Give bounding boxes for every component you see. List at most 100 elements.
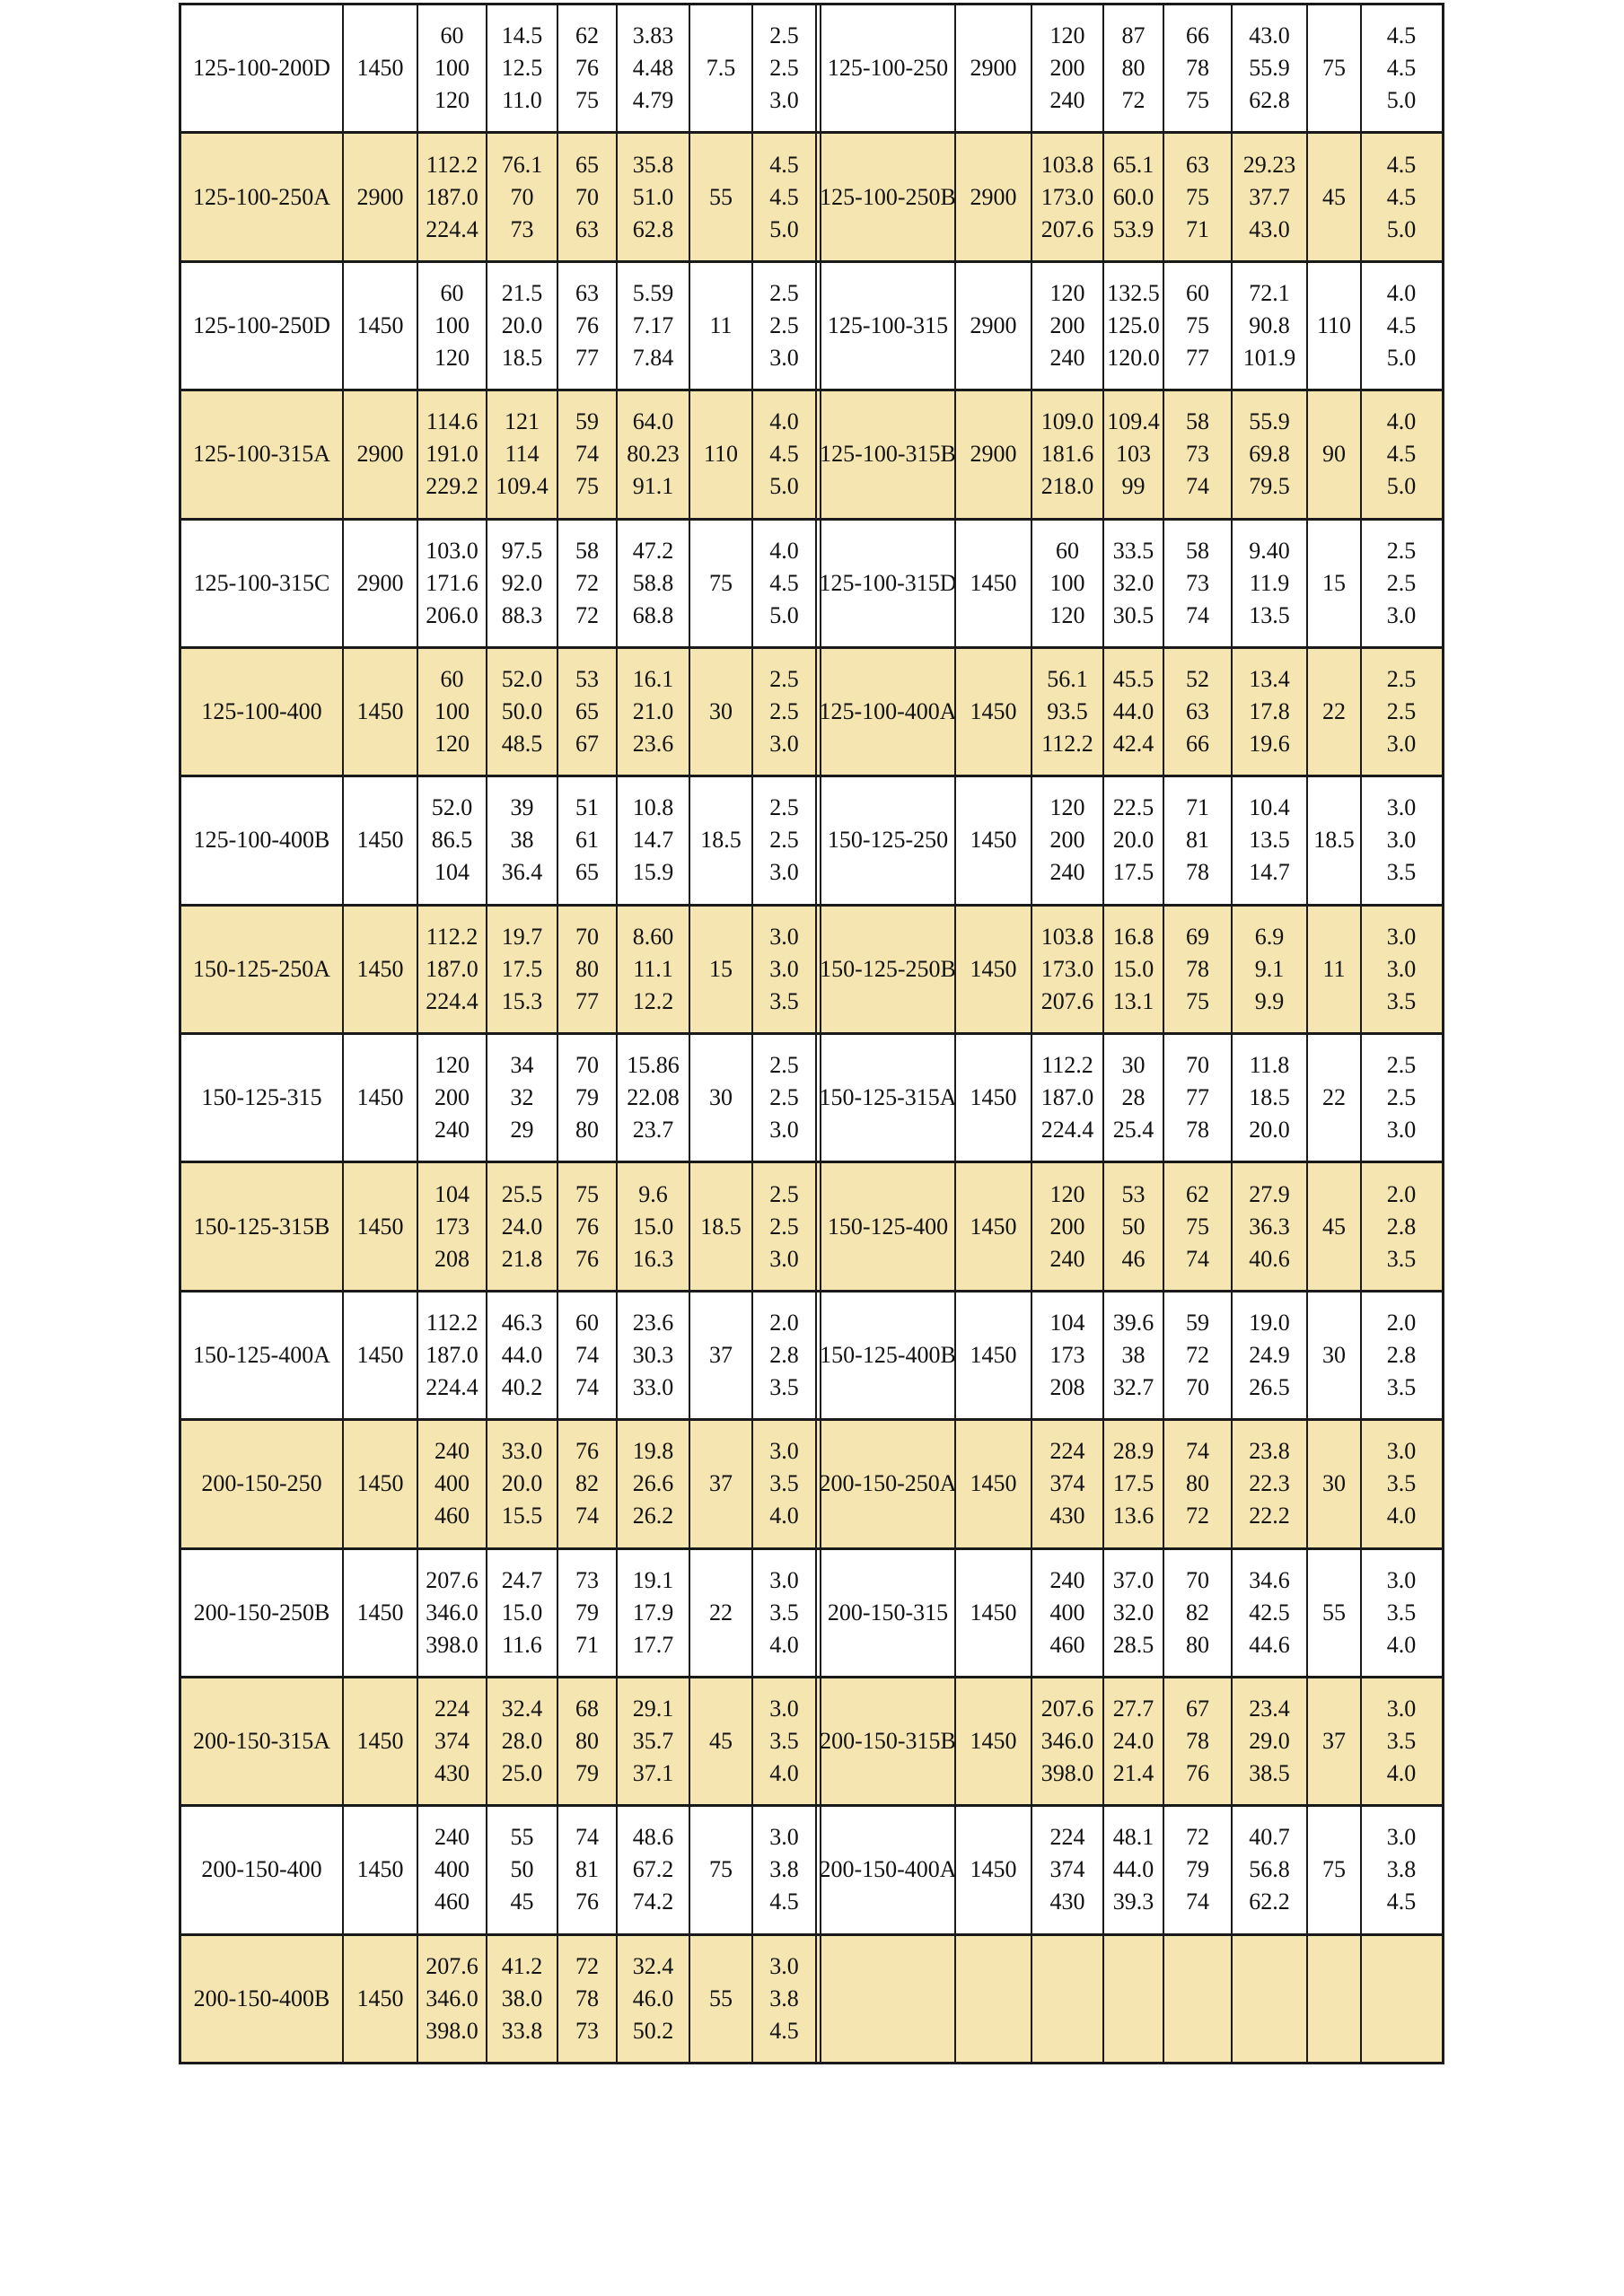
shaft-power-cell: 27.9 36.3 40.6 — [1233, 1163, 1308, 1290]
head-cell: 32.4 28.0 25.0 — [487, 1678, 558, 1805]
shaft-power-cell: 10.8 14.7 15.9 — [618, 777, 690, 904]
npsh-value: 5.0 — [769, 601, 799, 628]
pump-model-cell: 200-150-400B — [181, 1935, 344, 2062]
speed-cell: 1450 — [344, 1549, 418, 1676]
flow-cell: 114.6 191.0 229.2 — [418, 391, 487, 518]
pump-model-cell: 125-100-250 — [821, 5, 956, 132]
npsh-value: 4.5 — [769, 441, 799, 468]
npsh-value: 5.0 — [1386, 87, 1417, 114]
pump-model-cell: 125-100-315A — [181, 391, 344, 518]
npsh-value: 4.0 — [1386, 1631, 1417, 1658]
efficiency-value: 79 — [575, 1760, 599, 1787]
flow-value: 240 — [435, 1438, 470, 1465]
motor-power-cell: 55 — [690, 134, 753, 260]
head-value: 33.8 — [501, 2017, 543, 2044]
head-value: 125.0 — [1107, 311, 1160, 338]
speed-value: 2900 — [970, 441, 1017, 468]
motor-power-cell — [1308, 1935, 1362, 2062]
pump-model: 125-100-315A — [192, 441, 331, 468]
efficiency-value: 70 — [575, 1052, 599, 1079]
speed-cell: 1450 — [956, 1035, 1032, 1161]
efficiency-cell: 69 78 75 — [1164, 906, 1233, 1032]
speed-value: 2900 — [356, 569, 404, 596]
shaft-power-value: 56.8 — [1249, 1856, 1290, 1883]
pump-model: 200-150-250A — [821, 1470, 956, 1497]
pump-model-cell: 150-125-400B — [821, 1292, 956, 1419]
npsh-value: 3.0 — [769, 1952, 799, 1979]
npsh-cell: 2.5 2.5 3.0 — [1362, 649, 1441, 775]
speed-cell: 1450 — [956, 1292, 1032, 1419]
npsh-cell: 4.0 4.5 5.0 — [753, 391, 821, 518]
shaft-power-value: 35.8 — [632, 151, 674, 178]
shaft-power-value: 5.59 — [632, 279, 674, 306]
motor-power-value: 45 — [1322, 1213, 1346, 1240]
flow-value: 207.6 — [426, 1566, 478, 1593]
shaft-power-value: 79.5 — [1249, 473, 1290, 500]
npsh-value: 3.0 — [1386, 1566, 1417, 1593]
speed-value: 1450 — [970, 1728, 1017, 1755]
flow-value: 430 — [1049, 1889, 1085, 1915]
flow-value: 200 — [435, 1084, 470, 1111]
npsh-value: 3.5 — [769, 1373, 799, 1400]
motor-power-cell: 45 — [690, 1678, 753, 1805]
head-value: 22.5 — [1112, 794, 1154, 821]
head-value: 44.0 — [1112, 1856, 1154, 1883]
npsh-value: 3.0 — [769, 344, 799, 371]
head-cell: 25.5 24.0 21.8 — [487, 1163, 558, 1290]
shaft-power-value: 7.17 — [632, 311, 674, 338]
shaft-power-cell: 9.6 15.0 16.3 — [618, 1163, 690, 1290]
flow-value: 240 — [1049, 859, 1085, 886]
efficiency-value: 81 — [1186, 827, 1209, 854]
npsh-cell: 3.0 3.5 4.0 — [753, 1678, 821, 1805]
head-value: 53.9 — [1112, 215, 1154, 242]
shaft-power-value: 11.8 — [1249, 1052, 1290, 1079]
shaft-power-value: 32.4 — [632, 1952, 674, 1979]
table-row: 200-150-400B 1450 207.6 346.0 398.0 41.2… — [181, 1935, 1442, 2062]
shaft-power-value: 50.2 — [632, 2017, 674, 2044]
efficiency-value: 66 — [1186, 731, 1209, 758]
speed-cell: 1450 — [956, 520, 1032, 646]
flow-value: 400 — [435, 1470, 470, 1497]
efficiency-cell: 58 72 72 — [558, 520, 618, 646]
npsh-value: 3.0 — [769, 87, 799, 114]
flow-cell: 240 400 460 — [1032, 1549, 1104, 1676]
npsh-cell: 3.0 3.8 4.5 — [753, 1807, 821, 1933]
shaft-power-value: 21.0 — [632, 698, 674, 725]
flow-value: 112.2 — [1041, 731, 1093, 758]
flow-value: 207.6 — [1040, 215, 1094, 242]
npsh-cell: 2.5 2.5 3.0 — [753, 1163, 821, 1290]
shaft-power-value: 20.0 — [1249, 1117, 1290, 1144]
pump-model-cell: 150-125-315 — [181, 1035, 344, 1161]
motor-power-value: 55 — [1322, 1599, 1346, 1626]
efficiency-cell: 67 78 76 — [1164, 1678, 1233, 1805]
efficiency-value: 76 — [1186, 1760, 1209, 1787]
shaft-power-value: 80.23 — [627, 441, 680, 468]
flow-value: 120 — [435, 344, 470, 371]
head-cell: 109.4 103 99 — [1104, 391, 1164, 518]
npsh-cell: 3.0 3.0 3.5 — [1362, 907, 1441, 1032]
npsh-value: 2.8 — [769, 1341, 799, 1368]
shaft-power-value: 37.7 — [1249, 183, 1290, 210]
speed-value: 1450 — [356, 1341, 404, 1368]
efficiency-value: 73 — [1186, 569, 1209, 596]
efficiency-value: 76 — [575, 1213, 599, 1240]
npsh-value: 3.0 — [769, 1824, 799, 1851]
pump-model-cell: 125-100-200D — [181, 5, 344, 132]
head-value: 114 — [505, 441, 540, 468]
npsh-value: 3.0 — [1386, 731, 1417, 758]
efficiency-cell: 72 79 74 — [1164, 1807, 1233, 1933]
head-value: 24.0 — [501, 1213, 543, 1240]
shaft-power-cell: 9.40 11.9 13.5 — [1233, 520, 1308, 646]
speed-cell: 1450 — [344, 5, 418, 132]
motor-power-value: 7.5 — [706, 55, 736, 82]
motor-power-value: 18.5 — [700, 827, 742, 854]
flow-value: 56.1 — [1047, 666, 1088, 693]
speed-cell: 1450 — [956, 1421, 1032, 1547]
motor-power-cell: 22 — [1308, 1035, 1362, 1161]
flow-value: 120 — [1049, 279, 1085, 306]
efficiency-value: 63 — [575, 279, 599, 306]
speed-cell: 1450 — [344, 1035, 418, 1161]
head-cell: 87 80 72 — [1104, 5, 1164, 132]
table-row: 125-100-315C 2900 103.0 171.6 206.0 97.5… — [181, 520, 1442, 649]
head-value: 92.0 — [501, 569, 543, 596]
